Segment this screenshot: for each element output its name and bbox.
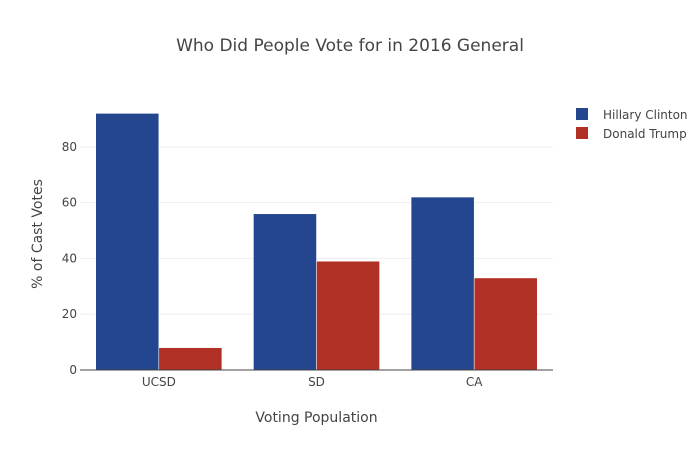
x-tick-label: CA <box>466 375 483 389</box>
legend-label: Hillary Clinton <box>603 108 688 122</box>
chart-title: Who Did People Vote for in 2016 General <box>176 36 524 56</box>
legend-swatch <box>576 108 588 120</box>
y-tick-label: 0 <box>69 363 77 377</box>
legend: Hillary Clinton Donald Trump <box>576 108 688 141</box>
bar-sd-series-0[interactable] <box>253 213 317 371</box>
bar-sd-series-1[interactable] <box>316 260 380 371</box>
legend-item[interactable]: Donald Trump <box>576 127 687 141</box>
bars <box>95 113 538 371</box>
y-axis-title: % of Cast Votes <box>30 179 46 289</box>
y-tick-labels: 0 20 40 60 80 <box>62 140 77 377</box>
y-tick-label: 20 <box>62 307 77 321</box>
bar-ucsd-series-0[interactable] <box>95 113 160 371</box>
y-tick-label: 60 <box>62 196 77 210</box>
bar-ucsd-series-1[interactable] <box>158 347 223 371</box>
x-tick-labels: UCSD SD CA <box>142 375 483 389</box>
x-tick-label: UCSD <box>142 375 176 389</box>
legend-swatch <box>576 127 588 139</box>
y-tick-label: 80 <box>62 140 77 154</box>
bar-ca-series-1[interactable] <box>473 277 538 371</box>
x-axis-title: Voting Population <box>255 410 377 426</box>
legend-item[interactable]: Hillary Clinton <box>576 108 688 122</box>
x-tick-label: SD <box>308 375 325 389</box>
y-tick-label: 40 <box>62 251 77 265</box>
legend-label: Donald Trump <box>603 127 687 141</box>
bar-ca-series-0[interactable] <box>410 196 475 371</box>
